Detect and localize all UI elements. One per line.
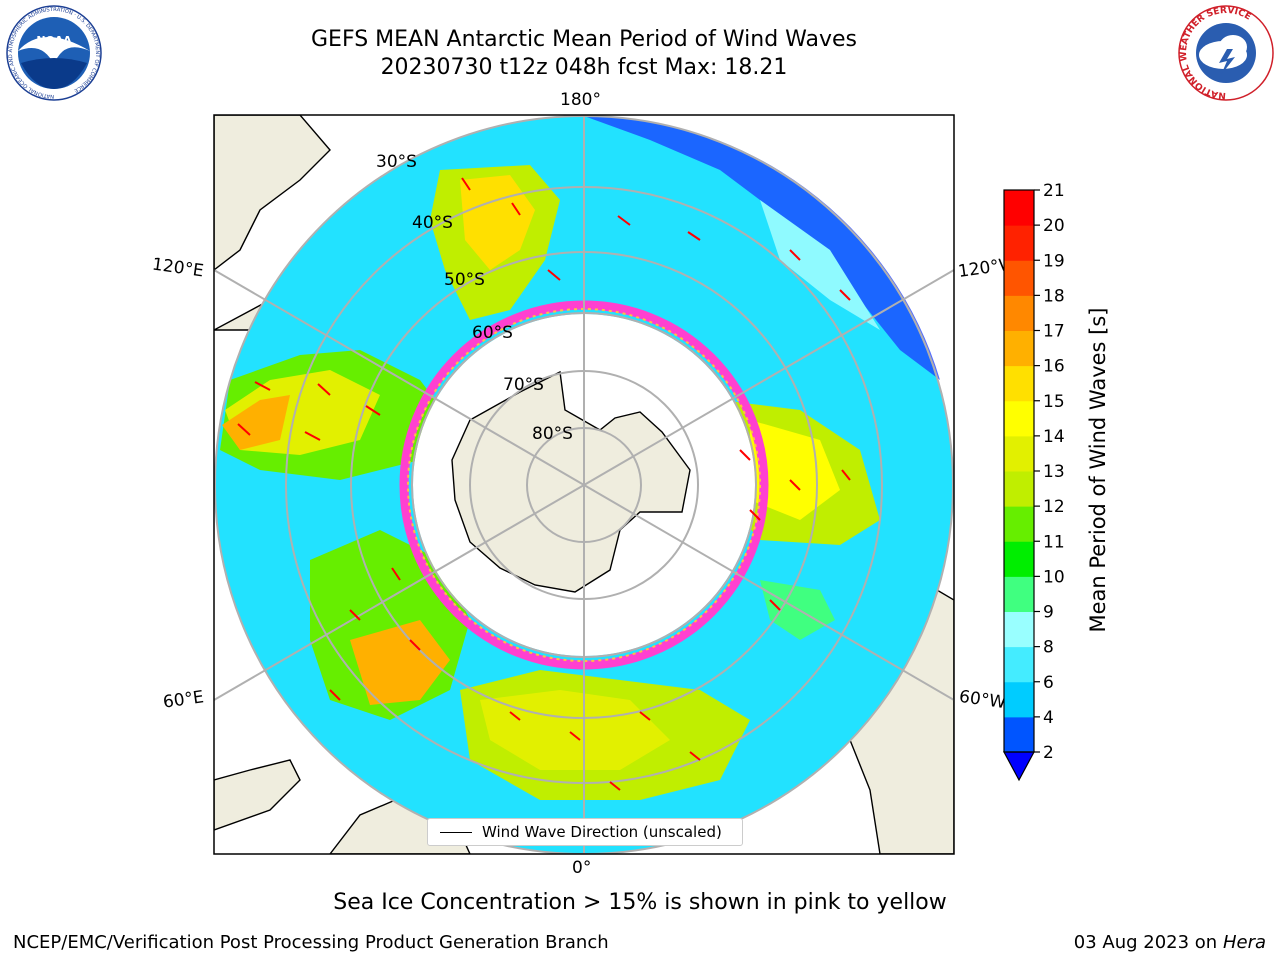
map-title: GEFS MEAN Antarctic Mean Period of Wind … xyxy=(311,27,857,52)
colorbar-band xyxy=(1004,611,1034,648)
footer-date: 03 Aug 2023 on Hera xyxy=(1073,932,1266,953)
antarctica xyxy=(451,370,691,593)
colorbar-band xyxy=(1004,716,1034,753)
colorbar-tick-label: 21 xyxy=(1043,181,1065,201)
colorbar-tick-label: 17 xyxy=(1043,322,1065,342)
lon-label-180: 180° xyxy=(560,90,601,110)
colorbar-tick-label: 12 xyxy=(1043,497,1065,517)
colorbar-band xyxy=(1004,646,1034,683)
lat-label-30s: 30°S xyxy=(376,152,417,172)
colorbar-extend-arrow xyxy=(1002,751,1036,782)
colorbar-tick-label: 14 xyxy=(1043,427,1065,447)
colorbar-band xyxy=(1004,330,1034,367)
map-subtitle: 20230730 t12z 048h fcst Max: 18.21 xyxy=(380,55,788,80)
colorbar-tick-label: 8 xyxy=(1043,638,1054,658)
map-frame xyxy=(213,114,955,855)
colorbar-tick-label: 2 xyxy=(1043,743,1054,763)
colorbar-band xyxy=(1004,435,1034,472)
colorbar-band xyxy=(1004,506,1034,542)
colorbar-band xyxy=(1004,190,1034,226)
noaa-logo: NATIONAL OCEANIC AND ATMOSPHERIC ADMINIS… xyxy=(6,5,102,101)
legend-line-icon xyxy=(440,831,472,833)
colorbar-tick-label: 18 xyxy=(1043,286,1065,306)
wind-wave-arrows xyxy=(237,177,851,791)
colorbar-band xyxy=(1004,400,1034,437)
colorbar-tick-label: 16 xyxy=(1043,357,1065,377)
colorbar-band xyxy=(1004,295,1034,331)
colorbar-band xyxy=(1004,471,1034,507)
colorbar-tick-label: 15 xyxy=(1043,392,1065,412)
graticule xyxy=(214,115,954,854)
legend-label: Wind Wave Direction (unscaled) xyxy=(482,823,722,841)
footer-host: Hera xyxy=(1222,932,1266,953)
footer-credit: NCEP/EMC/Verification Post Processing Pr… xyxy=(13,932,609,953)
colorbar-tick-label: 4 xyxy=(1043,708,1054,728)
colorbar-tick-label: 13 xyxy=(1043,462,1065,482)
colorbar-band xyxy=(1004,365,1034,402)
sea-ice-note: Sea Ice Concentration > 15% is shown in … xyxy=(333,890,947,915)
lon-label-0: 0° xyxy=(572,858,592,878)
colorbar-band xyxy=(1004,681,1034,718)
colorbar-tick-label: 6 xyxy=(1043,673,1054,693)
colorbar-band xyxy=(1004,225,1034,261)
colorbar-tick-label: 11 xyxy=(1043,532,1065,552)
lat-label-70s: 70°S xyxy=(503,375,544,395)
lat-label-40s: 40°S xyxy=(412,213,453,233)
colorbar-tick-label: 10 xyxy=(1043,567,1065,587)
svg-text:NOAA: NOAA xyxy=(36,34,72,47)
colorbar-tick-label: 9 xyxy=(1043,603,1054,623)
colorbar-band xyxy=(1004,541,1034,577)
colorbar-tick-label: 20 xyxy=(1043,216,1065,236)
lat-label-80s: 80°S xyxy=(532,424,573,444)
colorbar-band xyxy=(1004,576,1034,612)
lat-label-50s: 50°S xyxy=(444,270,485,290)
colorbar: 2 4 6 8 9 10 11 12 13 14 15 16 17 18 19 20 21 xyxy=(1002,181,1065,782)
colorbar-label: Mean Period of Wind Waves [s] xyxy=(1086,307,1110,633)
colorbar-tick-label: 19 xyxy=(1043,251,1065,271)
lat-label-60s: 60°S xyxy=(472,323,513,343)
map-legend: Wind Wave Direction (unscaled) xyxy=(427,818,743,846)
nws-logo: NATIONAL WEATHER SERVICE xyxy=(1178,5,1274,101)
colorbar-band xyxy=(1004,260,1034,296)
